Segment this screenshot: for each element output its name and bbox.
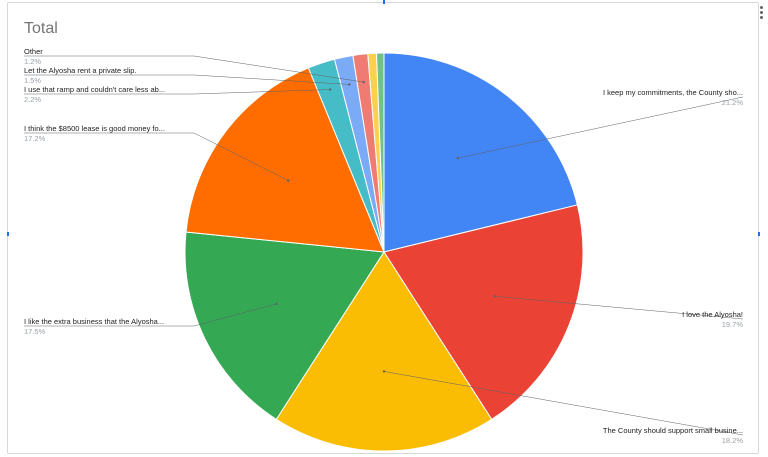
slice-label: I think the $8500 lease is good money fo… (24, 124, 165, 133)
slice-percent-label: 1.5% (24, 76, 41, 85)
slice-label: I love the Alyosha! (682, 310, 743, 319)
slice-label: I keep my commitments, the County sho... (603, 88, 743, 97)
slice-percent-label: 17.5% (24, 327, 46, 336)
slice-percent-label: 19.7% (722, 320, 744, 329)
leader-line (457, 96, 744, 159)
leader-dot (493, 295, 497, 298)
slice-percent-label: 18.2% (722, 436, 744, 445)
slice-percent-label: 1.2% (24, 57, 41, 66)
resize-handle-top[interactable] (383, 0, 385, 4)
pie-slice[interactable] (275, 251, 493, 452)
pie-slice[interactable] (185, 67, 385, 253)
leader-line (383, 371, 744, 436)
leader-line (494, 296, 744, 320)
leader-dot (382, 370, 386, 373)
slice-label: Other (24, 47, 43, 56)
resize-handle-right[interactable] (758, 232, 760, 236)
slice-percent-label: 2.2% (24, 95, 41, 104)
leader-dot (275, 302, 278, 306)
pie-slice[interactable] (383, 204, 584, 421)
leader-dot (362, 80, 365, 84)
resize-handle-left[interactable] (7, 232, 9, 236)
chart-title: Total (24, 20, 58, 37)
leader-dot (348, 83, 351, 86)
pie-slice[interactable] (383, 52, 578, 253)
slice-label: I like the extra business that the Alyos… (24, 317, 164, 326)
leader-dot (287, 179, 290, 182)
leader-dot (456, 156, 459, 160)
slice-label: I use that ramp and couldn't care less a… (24, 85, 165, 94)
leader-dot (328, 88, 332, 91)
slice-percent-label: 17.2% (24, 134, 46, 143)
leader-line (24, 303, 277, 327)
leader-line (24, 132, 289, 181)
more-options-icon[interactable] (760, 6, 764, 21)
slice-percent-label: 21.2% (722, 98, 744, 107)
pie-slice[interactable] (184, 231, 385, 421)
slice-label: The County should support small busine..… (603, 426, 743, 435)
leader-line (24, 55, 364, 83)
slice-label: Let the Alyosha rent a private slip. (24, 66, 137, 75)
leader-line (24, 74, 350, 85)
pie-slice[interactable] (375, 52, 385, 253)
leader-line (24, 89, 331, 95)
